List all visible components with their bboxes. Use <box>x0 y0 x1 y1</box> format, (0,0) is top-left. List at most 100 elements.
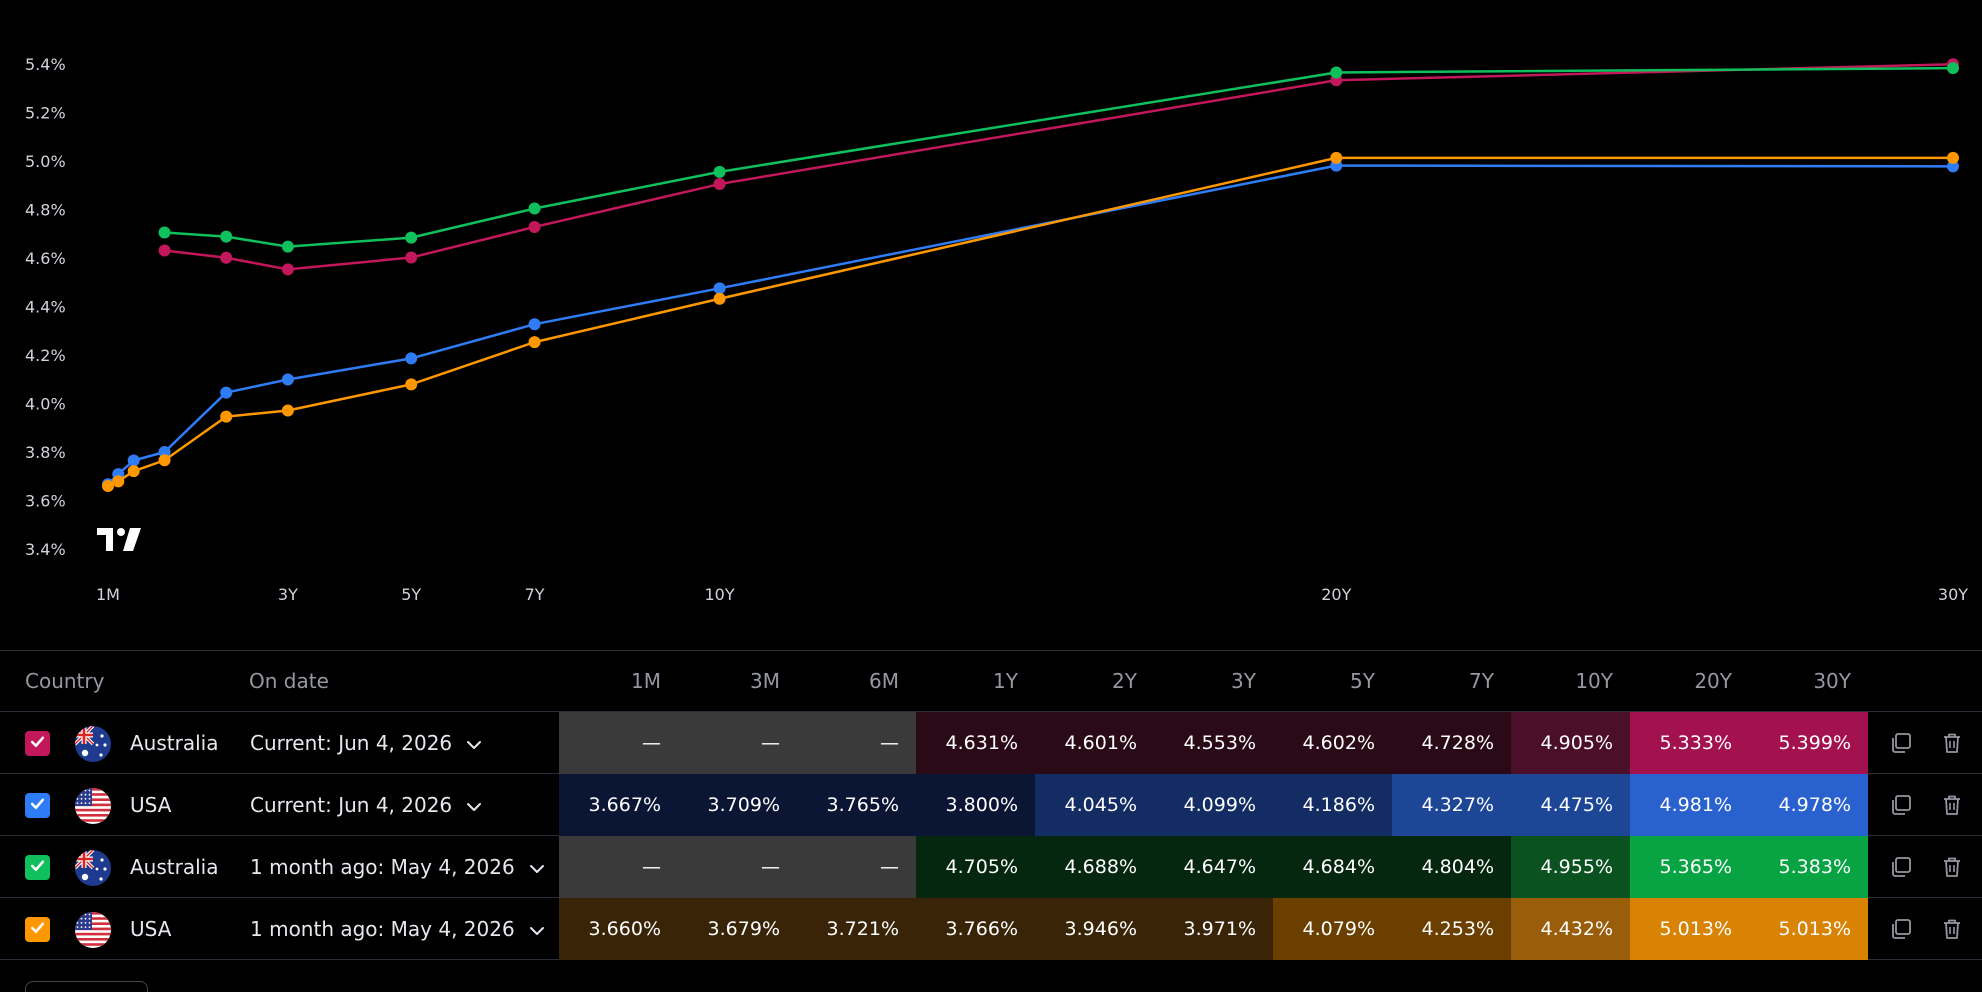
date-selector[interactable]: 1 month ago: May 4, 2026 <box>250 898 545 960</box>
date-selector[interactable]: Current: Jun 4, 2026 <box>250 712 482 774</box>
header-tenor: 30Y <box>1813 669 1851 693</box>
trash-icon[interactable] <box>1940 855 1964 879</box>
check-icon <box>29 733 46 754</box>
yield-cell: 4.186% <box>1273 774 1392 836</box>
table-row: Australia 1 month ago: May 4, 2026— — —4.70… <box>0 836 1982 898</box>
yield-cell: 4.475% <box>1511 774 1630 836</box>
series-line <box>164 66 1954 248</box>
yield-cell: 5.013% <box>1630 898 1749 960</box>
yield-cell: — <box>797 836 916 898</box>
yield-cell: 4.981% <box>1630 774 1749 836</box>
data-point <box>281 404 294 417</box>
yield-cell: 4.647% <box>1154 836 1273 898</box>
yield-cell: 3.800% <box>916 774 1035 836</box>
series-checkbox[interactable] <box>25 793 50 818</box>
data-point <box>405 251 418 264</box>
data-point <box>281 240 294 253</box>
data-point <box>713 178 726 191</box>
yield-cell: 3.660% <box>559 898 678 960</box>
yield-cell: 4.728% <box>1392 712 1511 774</box>
data-point <box>158 226 171 239</box>
yield-cell: 3.721% <box>797 898 916 960</box>
australia-flag-icon <box>75 850 111 886</box>
yield-cell: 4.705% <box>916 836 1035 898</box>
date-label: Current: Jun 4, 2026 <box>250 793 453 817</box>
yield-cell: 4.631% <box>916 712 1035 774</box>
usa-flag-icon <box>75 788 111 824</box>
series-checkbox[interactable] <box>25 731 50 756</box>
y-tick-label: 3.6% <box>25 492 66 511</box>
yield-cell: 4.327% <box>1392 774 1511 836</box>
header-tenor: 5Y <box>1350 669 1375 693</box>
yield-cell: 4.955% <box>1511 836 1630 898</box>
header-date: On date <box>249 669 329 693</box>
y-tick-label: 4.0% <box>25 395 66 414</box>
copy-icon[interactable] <box>1889 917 1913 941</box>
header-tenor: 1M <box>631 669 661 693</box>
data-point <box>1330 66 1343 79</box>
data-point <box>281 263 294 276</box>
yield-cell: 4.601% <box>1035 712 1154 774</box>
table-row: USA 1 month ago: May 4, 2026 3.660% 3.679% 3… <box>0 898 1982 960</box>
header-tenor: 7Y <box>1469 669 1494 693</box>
copy-icon[interactable] <box>1889 793 1913 817</box>
yield-cell: 4.905% <box>1511 712 1630 774</box>
table-row: Australia Current: Jun 4, 2026— — —4.631% 4.… <box>0 712 1982 774</box>
country-name: Australia <box>130 731 219 755</box>
trash-icon[interactable] <box>1940 793 1964 817</box>
yield-cell: 3.709% <box>678 774 797 836</box>
yield-cell: 4.553% <box>1154 712 1273 774</box>
trash-icon[interactable] <box>1940 917 1964 941</box>
series-checkbox[interactable] <box>25 855 50 880</box>
add-curve-button[interactable] <box>25 981 148 992</box>
data-point <box>713 282 726 295</box>
x-tick-label: 7Y <box>525 585 545 604</box>
data-point <box>220 386 233 399</box>
yield-cell: 3.971% <box>1154 898 1273 960</box>
yield-cell: — <box>678 836 797 898</box>
header-tenor: 10Y <box>1575 669 1613 693</box>
y-tick-label: 4.8% <box>25 201 66 220</box>
check-icon <box>29 795 46 816</box>
x-tick-label: 30Y <box>1938 585 1968 604</box>
series-checkbox[interactable] <box>25 917 50 942</box>
data-point <box>713 165 726 178</box>
date-label: 1 month ago: May 4, 2026 <box>250 917 515 941</box>
y-tick-label: 5.2% <box>25 104 66 123</box>
copy-icon[interactable] <box>1889 855 1913 879</box>
yield-cell: 4.602% <box>1273 712 1392 774</box>
data-point <box>405 231 418 244</box>
date-selector[interactable]: 1 month ago: May 4, 2026 <box>250 836 545 898</box>
y-tick-label: 3.8% <box>25 443 66 462</box>
yield-cell: — <box>559 712 678 774</box>
date-selector[interactable]: Current: Jun 4, 2026 <box>250 774 482 836</box>
data-point <box>158 244 171 257</box>
yield-cell: — <box>559 836 678 898</box>
yield-cell: 5.013% <box>1749 898 1868 960</box>
trash-icon[interactable] <box>1940 731 1964 755</box>
chevron-down-icon <box>529 898 545 960</box>
yield-cell: 5.365% <box>1630 836 1749 898</box>
series-line <box>107 156 1953 488</box>
yield-cell: 4.079% <box>1273 898 1392 960</box>
country-name: USA <box>130 793 172 817</box>
series-line <box>164 62 1954 271</box>
header-tenor: 3M <box>750 669 780 693</box>
yield-cell: 5.399% <box>1749 712 1868 774</box>
data-point <box>528 336 541 349</box>
data-point <box>405 378 418 391</box>
yield-cell: 4.978% <box>1749 774 1868 836</box>
yield-curve-chart: 5.4% 5.2% 5.0% 4.8% 4.6% 4.4% 4.2% 4.0% 3.8% 3.6%… <box>25 55 1968 604</box>
data-point <box>528 202 541 215</box>
header-tenor: 1Y <box>993 669 1018 693</box>
chart-canvas: 5.4% 5.2% 5.0% 4.8% 4.6% 4.4% 4.2% 4.0% 3.8% 3.6%… <box>25 55 1968 604</box>
yield-cell: 4.432% <box>1511 898 1630 960</box>
chevron-down-icon <box>466 774 482 836</box>
yield-cell: 3.946% <box>1035 898 1154 960</box>
copy-icon[interactable] <box>1889 731 1913 755</box>
usa-flag-icon <box>75 912 111 948</box>
header-tenor: 6M <box>869 669 899 693</box>
header-tenor: 20Y <box>1694 669 1732 693</box>
x-tick-label: 3Y <box>278 585 298 604</box>
data-point <box>220 410 233 423</box>
